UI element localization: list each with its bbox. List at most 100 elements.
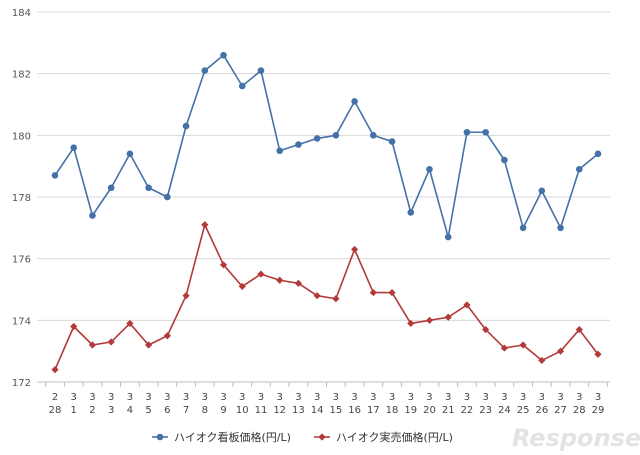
x-tick-label-day: 12: [273, 405, 286, 416]
data-point: [463, 301, 471, 309]
x-tick-label-day: 16: [348, 405, 361, 416]
x-tick-label-day: 5: [145, 405, 151, 416]
data-point: [519, 224, 527, 232]
data-point: [332, 132, 340, 139]
x-tick-label-day: 14: [311, 405, 324, 416]
legend: ハイオク看板価格(円/L) ハイオク実売価格(円/L): [152, 430, 453, 444]
x-tick-label-month: 3: [333, 392, 339, 403]
data-point: [163, 332, 171, 340]
data-point: [257, 67, 265, 74]
x-tick-label-month: 3: [595, 392, 601, 403]
x-tick-label-month: 3: [145, 392, 151, 403]
x-tick-label-day: 10: [236, 405, 249, 416]
data-point: [51, 172, 59, 179]
x-tick-label-day: 7: [183, 405, 189, 416]
watermark-text: Response.: [512, 424, 640, 452]
x-tick-label-month: 3: [408, 392, 414, 403]
data-point: [463, 128, 471, 136]
x-tick-label-day: 22: [461, 405, 474, 416]
data-point: [51, 366, 59, 374]
x-tick-label-day: 28: [49, 405, 62, 416]
data-point: [388, 138, 396, 145]
x-tick-label-month: 3: [71, 392, 77, 403]
data-point: [201, 67, 209, 74]
data-point: [257, 270, 265, 278]
data-point: [313, 135, 321, 142]
x-tick-label-day: 9: [220, 405, 226, 416]
data-point: [107, 338, 115, 346]
data-point: [182, 292, 190, 300]
x-tick-label-month: 2: [52, 392, 58, 403]
y-tick-label: 172: [12, 378, 31, 389]
x-tick-label-month: 3: [183, 392, 189, 403]
data-point: [295, 141, 302, 148]
data-point: [126, 150, 134, 158]
legend-label: ハイオク看板価格(円/L): [174, 430, 291, 444]
x-tick-label-day: 28: [573, 405, 586, 416]
data-point: [88, 341, 97, 349]
data-point: [482, 128, 489, 136]
data-point: [557, 224, 564, 232]
y-tick-label: 174: [12, 316, 31, 327]
data-point: [444, 313, 452, 321]
series-line-2: [54, 223, 599, 370]
x-tick-label-day: 18: [386, 405, 399, 416]
x-tick-label-month: 3: [89, 392, 95, 403]
x-tick-label-month: 3: [202, 392, 208, 403]
data-point: [519, 341, 527, 349]
x-tick-label-day: 21: [442, 405, 455, 416]
data-point: [426, 165, 433, 173]
data-point: [294, 279, 303, 287]
x-tick-label-month: 3: [426, 392, 432, 403]
data-point: [501, 156, 508, 164]
data-point: [575, 165, 583, 173]
x-tick-label-day: 24: [498, 405, 511, 416]
data-point: [369, 288, 377, 297]
data-point: [538, 356, 546, 365]
x-tick-label-month: 3: [164, 392, 170, 403]
x-tick-label-day: 6: [164, 405, 170, 416]
x-tick-label-day: 15: [329, 405, 342, 416]
x-tick-label-month: 3: [370, 392, 376, 403]
data-point: [482, 325, 490, 334]
data-point: [425, 316, 434, 324]
data-point: [370, 132, 377, 139]
watermark-logo: Response.: [512, 424, 640, 452]
data-point: [444, 233, 452, 241]
y-tick-label: 178: [12, 193, 31, 204]
data-point: [145, 341, 153, 349]
x-tick-label-month: 3: [501, 392, 507, 403]
x-tick-label-day: 17: [367, 405, 380, 416]
data-point: [594, 150, 602, 158]
data-point: [407, 319, 415, 328]
x-axis: 2283132333435363738393103113123133143153…: [45, 382, 608, 416]
series-group: [51, 51, 602, 374]
x-tick-label-day: 3: [108, 405, 114, 416]
x-tick-label-month: 3: [576, 392, 582, 403]
data-point: [332, 295, 340, 303]
data-point: [70, 322, 78, 331]
y-tick-label: 184: [12, 8, 31, 19]
x-tick-label-month: 3: [520, 392, 526, 403]
data-point: [313, 292, 321, 300]
data-point: [594, 350, 602, 358]
data-point: [276, 276, 284, 284]
data-point: [238, 282, 246, 291]
data-point: [107, 184, 115, 192]
x-tick-label-day: 2: [89, 405, 95, 416]
x-tick-label-month: 3: [445, 392, 451, 403]
gridlines: [37, 11, 610, 383]
data-point: [89, 212, 96, 219]
x-tick-label-day: 23: [479, 405, 492, 416]
legend-label: ハイオク実売価格(円/L): [336, 430, 453, 444]
data-point: [145, 184, 152, 192]
x-tick-label-day: 25: [517, 405, 530, 416]
data-point: [388, 288, 396, 297]
x-tick-label-month: 3: [557, 392, 563, 403]
data-point: [220, 51, 227, 59]
legend-marker: [318, 433, 326, 441]
data-point: [164, 193, 171, 201]
x-tick-label-month: 3: [389, 392, 395, 403]
data-point: [538, 187, 546, 195]
x-tick-label-month: 3: [220, 392, 226, 403]
